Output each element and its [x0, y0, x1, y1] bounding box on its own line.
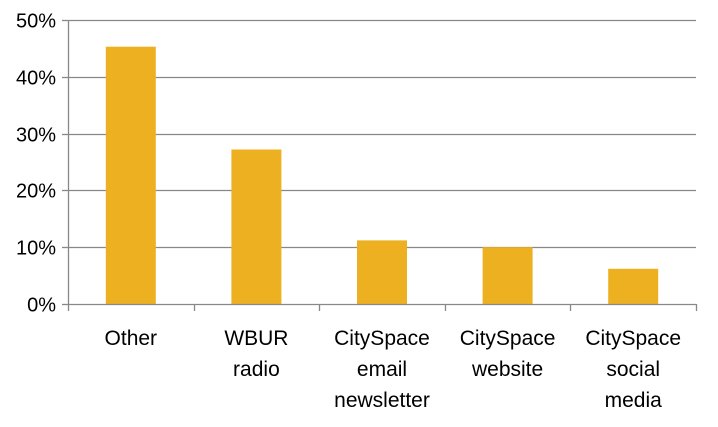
y-tick-label: 30%: [16, 125, 56, 147]
x-category-label-line: WBUR: [224, 327, 288, 350]
y-tick-label: 0%: [27, 295, 56, 317]
x-category-label-line: newsletter: [334, 389, 430, 412]
x-category-label: CitySpace website: [460, 327, 556, 381]
x-category-label-line: radio: [233, 358, 280, 381]
y-tick-label: 50%: [16, 11, 56, 33]
bar-cityspace-social-media: [608, 268, 659, 304]
axes: [62, 19, 698, 311]
x-category-label-line: CitySpace: [460, 327, 556, 350]
x-category-label-line: email: [357, 358, 407, 381]
gridlines: [68, 19, 696, 249]
bars: [105, 46, 659, 305]
x-category-label-line: Other: [105, 327, 158, 350]
bar-wbur-radio: [231, 149, 282, 304]
y-tick-label: 40%: [16, 68, 56, 90]
x-category-label: Other: [105, 327, 158, 350]
y-tick-labels: 0% 10% 20% 30% 40% 50%: [16, 11, 56, 317]
bar-cityspace-email-newsletter: [357, 240, 407, 304]
bar-cityspace-website: [482, 247, 533, 304]
x-category-label-line: CitySpace: [334, 327, 430, 350]
x-category-label-line: media: [605, 389, 663, 412]
x-category-label-line: social: [606, 358, 660, 381]
x-category-label-line: website: [471, 358, 543, 381]
x-category-label: CitySpace email newsletter: [334, 327, 430, 412]
bar-other: [105, 46, 156, 305]
x-category-label-line: CitySpace: [585, 327, 681, 350]
x-category-label: CitySpace social media: [585, 327, 681, 412]
x-category-label: WBUR radio: [224, 327, 288, 381]
y-tick-label: 10%: [16, 238, 56, 260]
y-tick-label: 20%: [16, 181, 56, 203]
